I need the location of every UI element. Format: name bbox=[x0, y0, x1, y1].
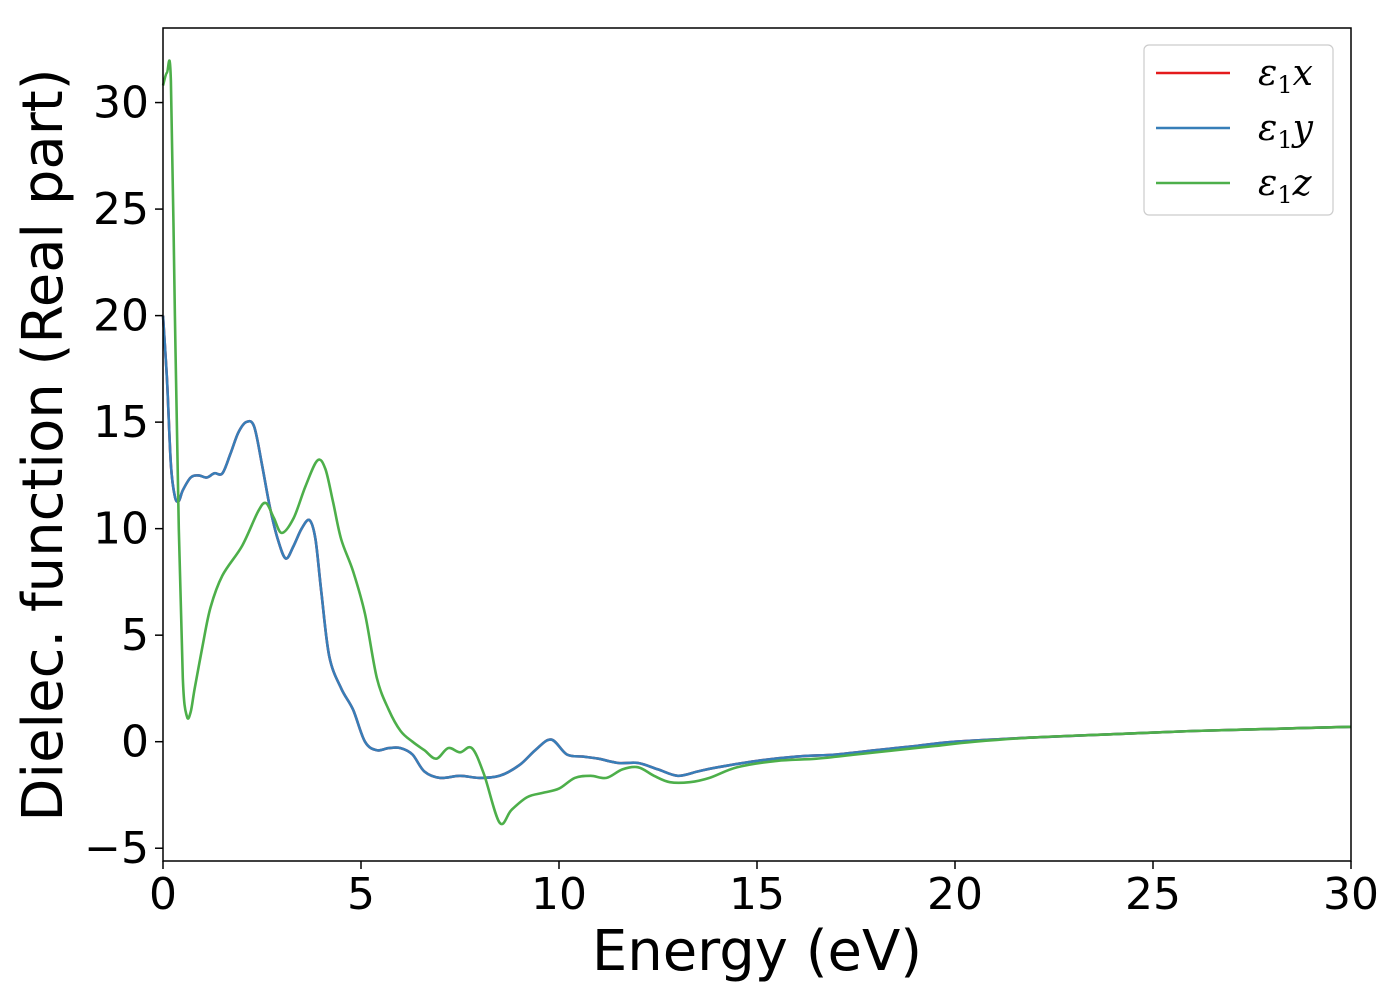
x-tick-label: 25 bbox=[1125, 869, 1181, 920]
series-line-2 bbox=[161, 315, 1352, 780]
legend-box bbox=[1143, 44, 1334, 216]
x-tick-label: 10 bbox=[531, 869, 587, 920]
legend: ε1x ε1y ε1z bbox=[1143, 44, 1334, 216]
y-tick-label: 0 bbox=[121, 717, 149, 768]
legend-label: ε1y bbox=[1258, 108, 1314, 154]
x-tick-label: 5 bbox=[347, 869, 375, 920]
y-tick-label: 5 bbox=[121, 610, 149, 661]
x-tick-label: 0 bbox=[149, 869, 177, 920]
x-axis-ticks: 0 5 10 15 20 25 30 bbox=[149, 861, 1379, 920]
y-tick-label: −5 bbox=[84, 823, 149, 874]
y-tick-label: 15 bbox=[93, 397, 149, 448]
legend-label: ε1z bbox=[1258, 163, 1313, 209]
x-tick-label: 20 bbox=[927, 869, 983, 920]
y-tick-label: 10 bbox=[93, 504, 149, 555]
x-axis-label: Energy (eV) bbox=[592, 919, 922, 984]
y-tick-label: 20 bbox=[93, 291, 149, 342]
y-tick-label: 30 bbox=[93, 78, 149, 129]
legend-label: ε1x bbox=[1258, 53, 1313, 99]
x-tick-label: 30 bbox=[1323, 869, 1379, 920]
y-axis-ticks: −5 0 5 10 15 20 25 30 bbox=[84, 78, 163, 874]
series-layer bbox=[161, 59, 1352, 826]
series-line-3 bbox=[161, 59, 1352, 826]
y-tick-label: 25 bbox=[93, 184, 149, 235]
y-axis-label: Dielec. function (Real part) bbox=[11, 68, 76, 821]
x-tick-label: 15 bbox=[729, 869, 785, 920]
